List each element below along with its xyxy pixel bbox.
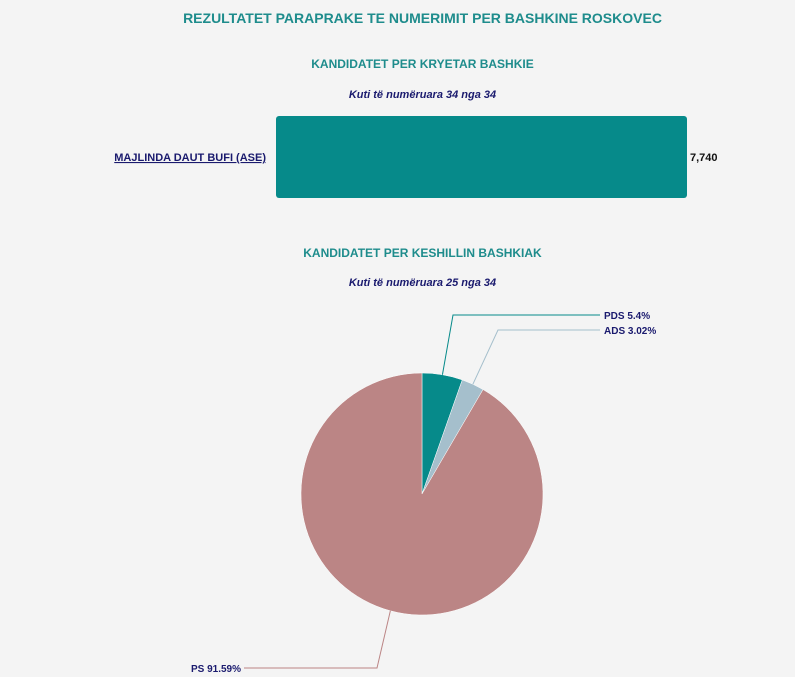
pie-slice-ps [300,372,544,616]
pie-leader-line-ps [244,610,391,669]
page-title: REZULTATET PARAPRAKE TE NUMERIMIT PER BA… [183,10,662,26]
bar-value-label-0: 7,740 [690,152,718,164]
council-boxes-counted: Kuti të numëruara 25 nga 34 [348,277,497,289]
mayor-bar-chart: MAJLINDA DAUT BUFI (ASE) 7,740 [114,116,718,198]
bar-0 [276,116,687,198]
pie-leader-line-ads [472,329,600,385]
pie-label-ps: PS 91.59% [191,664,241,675]
council-section-title: KANDIDATET PER KESHILLIN BASHKIAK [303,246,542,260]
pie-leader-line-pds [441,314,600,375]
bar-category-label-0[interactable]: MAJLINDA DAUT BUFI (ASE) [114,152,266,164]
pie-label-pds: PDS 5.4% [604,311,650,322]
mayor-section-title: KANDIDATET PER KRYETAR BASHKIE [311,57,534,71]
council-pie-chart: PDS 5.4% ADS 3.02% PS 91.59% [191,311,656,675]
pie-label-ads: ADS 3.02% [604,326,656,337]
mayor-boxes-counted: Kuti të numëruara 34 nga 34 [348,89,497,101]
